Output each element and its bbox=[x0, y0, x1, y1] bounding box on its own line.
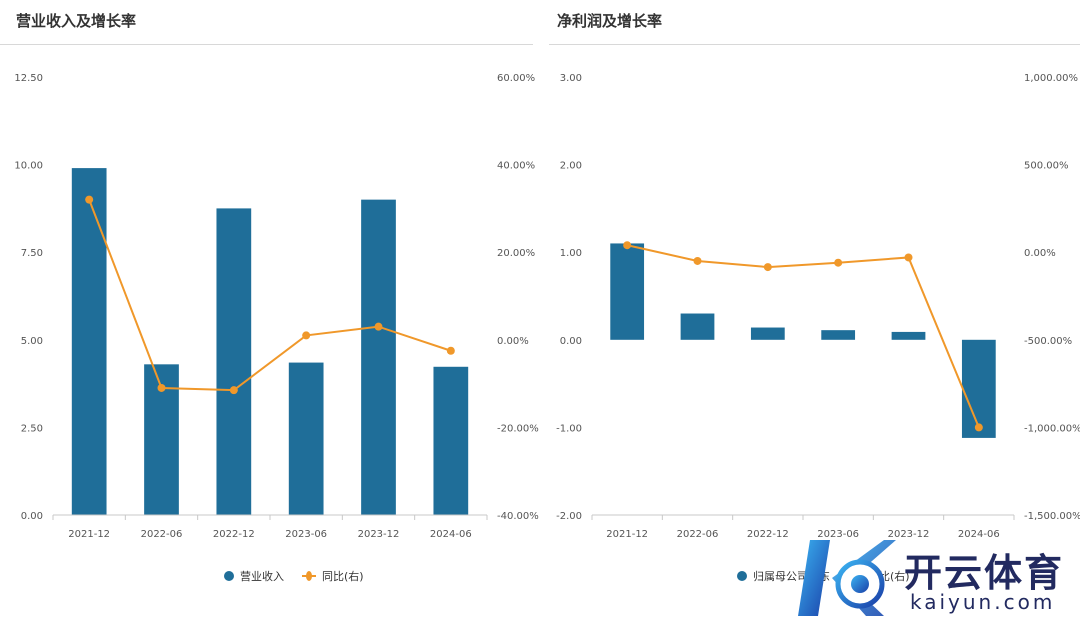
right-tick-label: -500.00% bbox=[1024, 336, 1072, 347]
chart2-title-divider bbox=[549, 44, 1080, 45]
right-tick-label: -1,500.00% bbox=[1024, 511, 1080, 522]
bar-series-marker-icon bbox=[737, 571, 747, 581]
x-tick-label: 2022-06 bbox=[677, 529, 719, 540]
chart2-title: 净利润及增长率 bbox=[557, 12, 663, 30]
yoy-point bbox=[904, 253, 913, 262]
left-tick-label: 7.50 bbox=[21, 248, 43, 259]
right-tick-label: -40.00% bbox=[497, 511, 539, 522]
bar-series-marker-icon bbox=[224, 571, 234, 581]
right-tick-label: -1,000.00% bbox=[1024, 423, 1080, 434]
yoy-point bbox=[229, 386, 238, 395]
yoy-point bbox=[763, 263, 772, 272]
revenue-chart: 12.50 10.00 7.50 5.00 2.50 0.00 60.00% 40.00% 20… bbox=[14, 73, 539, 540]
yoy-line bbox=[626, 244, 980, 428]
yoy-point bbox=[302, 331, 311, 340]
chart1-title: 营业收入及增长率 bbox=[16, 12, 137, 30]
left-tick-label: 1.00 bbox=[560, 248, 582, 259]
chart1-legend-bar-label: 营业收入 bbox=[240, 570, 284, 583]
net-profit-chart: 3.00 2.00 1.00 0.00 -1.00 -2.00 1,000.00% 500.0… bbox=[556, 73, 1080, 540]
chart1-legend-line-label: 同比(右) bbox=[322, 570, 364, 583]
bar bbox=[680, 313, 715, 340]
left-tick-label: -2.00 bbox=[556, 511, 582, 522]
right-tick-label: 20.00% bbox=[497, 248, 535, 259]
x-tick-label: 2021-12 bbox=[606, 529, 648, 540]
x-tick-label: 2024-06 bbox=[430, 529, 472, 540]
left-tick-label: 5.00 bbox=[21, 336, 43, 347]
watermark-subtitle: kaiyun.com bbox=[910, 590, 1056, 614]
bar bbox=[891, 331, 926, 340]
bar bbox=[961, 339, 996, 438]
x-tick-label: 2022-12 bbox=[213, 529, 255, 540]
x-tick-label: 2023-12 bbox=[358, 529, 400, 540]
yoy-line bbox=[88, 199, 452, 392]
yoy-point bbox=[974, 423, 983, 432]
yoy-point bbox=[85, 195, 94, 204]
right-tick-label: 500.00% bbox=[1024, 161, 1069, 172]
left-tick-label: -1.00 bbox=[556, 423, 582, 434]
x-tick-label: 2022-12 bbox=[747, 529, 789, 540]
left-tick-label: 2.50 bbox=[21, 423, 43, 434]
bar bbox=[216, 208, 252, 515]
right-tick-label: 0.00% bbox=[1024, 248, 1056, 259]
right-tick-label: -20.00% bbox=[497, 423, 539, 434]
yoy-point bbox=[693, 256, 702, 265]
bar bbox=[361, 199, 396, 515]
left-tick-label: 3.00 bbox=[560, 73, 582, 84]
left-tick-label: 2.00 bbox=[560, 161, 582, 172]
watermark: 开云体育 kaiyun.com bbox=[792, 532, 1077, 624]
yoy-point bbox=[157, 383, 166, 392]
right-tick-label: 0.00% bbox=[497, 336, 529, 347]
line-series-marker-icon bbox=[302, 571, 316, 581]
left-tick-label: 0.00 bbox=[21, 511, 43, 522]
chart1-title-divider bbox=[0, 44, 533, 45]
x-tick-label: 2022-06 bbox=[141, 529, 183, 540]
bar bbox=[750, 327, 785, 340]
right-tick-label: 1,000.00% bbox=[1024, 73, 1078, 84]
bar bbox=[610, 243, 645, 340]
x-tick-label: 2023-12 bbox=[888, 529, 930, 540]
watermark-title: 开云体育 bbox=[904, 551, 1065, 595]
left-tick-label: 10.00 bbox=[14, 161, 43, 172]
x-tick-label: 2021-12 bbox=[68, 529, 110, 540]
bar bbox=[71, 168, 107, 515]
left-tick-label: 0.00 bbox=[560, 336, 582, 347]
kaiyun-logo-icon bbox=[798, 540, 896, 616]
x-tick-label: 2023-06 bbox=[817, 529, 859, 540]
bar bbox=[821, 330, 856, 340]
bar bbox=[288, 362, 324, 515]
right-tick-label: 60.00% bbox=[497, 73, 535, 84]
yoy-point bbox=[623, 241, 632, 250]
left-tick-label: 12.50 bbox=[14, 73, 43, 84]
x-tick-label: 2024-06 bbox=[958, 529, 1000, 540]
yoy-point bbox=[446, 346, 455, 355]
right-tick-label: 40.00% bbox=[497, 161, 535, 172]
chart1-legend: 营业收入 同比(右) bbox=[224, 568, 364, 584]
yoy-point bbox=[374, 322, 383, 331]
yoy-point bbox=[834, 258, 843, 267]
x-tick-label: 2023-06 bbox=[285, 529, 327, 540]
bar bbox=[433, 366, 469, 515]
